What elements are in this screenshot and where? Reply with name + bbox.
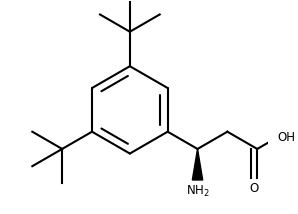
Text: NH$_2$: NH$_2$ <box>186 184 209 199</box>
Text: OH: OH <box>278 131 296 144</box>
Polygon shape <box>192 149 203 180</box>
Text: O: O <box>249 182 259 195</box>
